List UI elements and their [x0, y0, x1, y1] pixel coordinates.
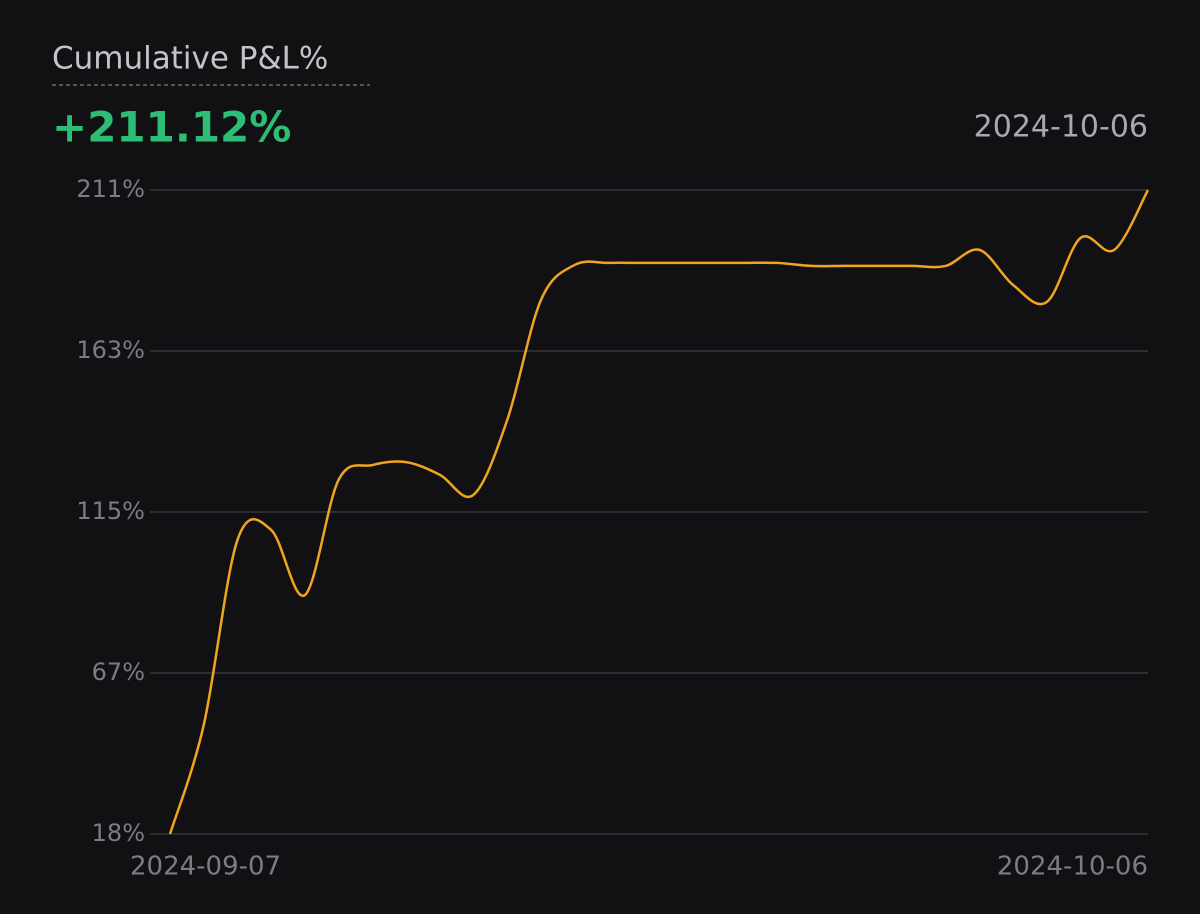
chart-title[interactable]: Cumulative P&L% — [52, 41, 328, 77]
x-tick-label: 2024-10-06 — [997, 852, 1148, 882]
y-tick-label: 163% — [76, 336, 145, 364]
current-date: 2024-10-06 — [974, 110, 1148, 145]
y-tick-label: 18% — [92, 819, 145, 847]
y-tick-label: 115% — [76, 497, 145, 525]
x-tick-label: 2024-09-07 — [130, 852, 281, 882]
y-tick-label: 211% — [76, 175, 145, 203]
headline-value: +211.12% — [52, 103, 291, 152]
y-tick-label: 67% — [92, 658, 145, 686]
line — [168, 189, 1150, 835]
